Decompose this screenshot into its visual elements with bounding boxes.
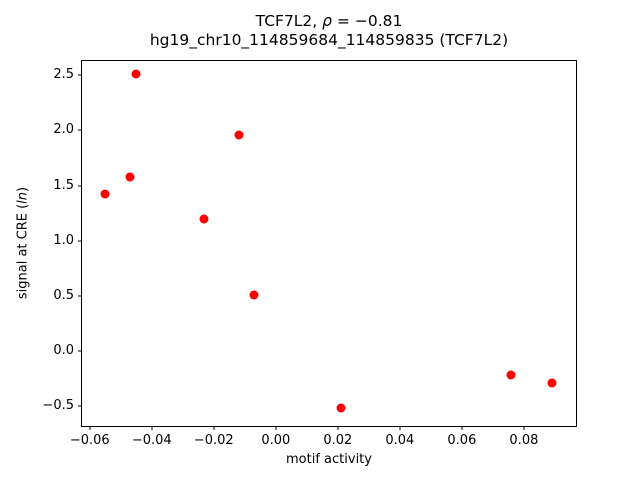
x-tick-mark: [523, 426, 525, 430]
y-tick-label: 2.5: [53, 67, 74, 83]
x-axis-label: motif activity: [286, 452, 372, 467]
y-tick-label: 1.0: [53, 232, 74, 248]
x-tick-mark: [461, 426, 463, 430]
y-tick-label: 0.5: [53, 287, 74, 303]
x-tick-label: 0.04: [385, 433, 415, 448]
y-tick-label: −0.5: [42, 397, 74, 413]
x-tick-mark: [399, 426, 401, 430]
data-point: [506, 370, 516, 380]
x-tick-label: 0.06: [447, 433, 477, 448]
x-tick-label: 0.08: [509, 433, 539, 448]
y-tick-mark: [78, 240, 82, 242]
data-point: [547, 378, 557, 388]
y-tick-mark: [78, 405, 82, 407]
chart-title: TCF7L2, ρ = −0.81 hg19_chr10_114859684_1…: [81, 12, 577, 49]
x-tick-label: 0.02: [323, 433, 353, 448]
data-point: [336, 403, 346, 413]
chart-subtitle: hg19_chr10_114859684_114859835 (TCF7L2): [149, 30, 509, 49]
title-gene-name: TCF7L2,: [255, 12, 323, 30]
y-tick-mark: [78, 129, 82, 131]
y-tick-label: 2.0: [53, 122, 74, 138]
y-tick-label: 0.0: [53, 342, 74, 358]
y-tick-mark: [78, 350, 82, 352]
rho-symbol: ρ: [322, 12, 332, 30]
x-tick-mark: [275, 426, 277, 430]
x-tick-mark: [337, 426, 339, 430]
chart-title-line1: TCF7L2, ρ = −0.81: [81, 12, 577, 31]
title-rho-value: = −0.81: [332, 12, 403, 30]
x-tick-label: −0.02: [193, 433, 234, 448]
data-point: [234, 130, 244, 140]
data-point: [249, 290, 259, 300]
data-point: [131, 69, 141, 79]
y-tick-mark: [78, 295, 82, 297]
x-tick-label: 0.00: [261, 433, 291, 448]
data-point: [125, 172, 135, 182]
y-tick-mark: [78, 74, 82, 76]
plot-area: −0.06 −0.04 −0.02 0.00 0.02 0.04 0.06 0.08 −0.5 0…: [42, 60, 577, 448]
y-tick-label: 1.5: [53, 177, 74, 193]
y-axis-label: signal at CRE (ln): [15, 186, 31, 300]
x-tick-mark: [151, 426, 153, 430]
x-tick-mark: [89, 426, 91, 430]
data-point: [100, 189, 110, 199]
y-tick-mark: [78, 185, 82, 187]
x-tick-label: −0.06: [69, 433, 110, 448]
data-point: [199, 214, 209, 224]
x-tick-mark: [213, 426, 215, 430]
x-tick-label: −0.04: [131, 433, 172, 448]
